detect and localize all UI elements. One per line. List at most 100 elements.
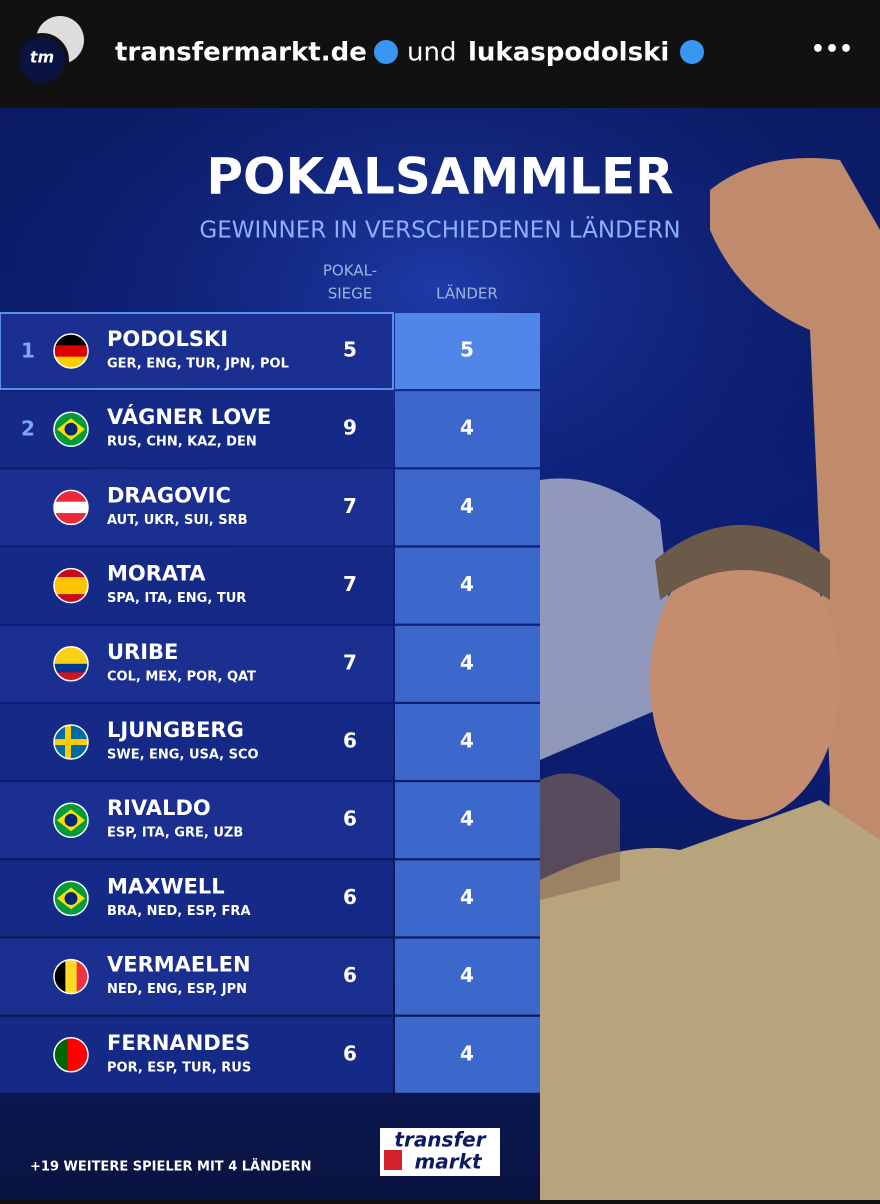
player-leagues: AUT, UKR, SUI, SRB (107, 513, 248, 528)
rank: 2 (21, 417, 35, 441)
player-leagues: BRA, NED, ESP, FRA (107, 904, 251, 919)
countries-cell (395, 782, 540, 859)
countries-count: 4 (460, 650, 474, 674)
avatar[interactable] (15, 33, 69, 87)
countries-count: 4 (460, 1041, 474, 1065)
rank: 1 (21, 339, 35, 363)
flag-globe (64, 813, 78, 827)
flag-stripe (54, 1037, 69, 1072)
player-leagues: GER, ENG, TUR, JPN, POL (107, 357, 289, 372)
cups-count: 7 (343, 650, 357, 674)
countries-cell (395, 704, 540, 780)
top-bar (0, 0, 880, 108)
player-name: VÁGNER LOVE (107, 404, 271, 429)
footer-note: +19 WEITERE SPIELER MIT 4 LÄNDERN (30, 1159, 312, 1175)
cups-count: 6 (343, 1041, 357, 1065)
flag-stripe (67, 1037, 88, 1072)
column-header: SIEGE (328, 285, 373, 303)
cups-count: 6 (343, 807, 357, 831)
flag (54, 646, 88, 681)
account-name[interactable]: transfermarkt.de (115, 38, 367, 68)
countries-count: 4 (460, 572, 474, 596)
countries-cell (395, 313, 540, 389)
countries-cell (395, 860, 540, 937)
verified-badge (374, 40, 398, 64)
flag-ring (53, 567, 89, 604)
trophy (540, 478, 680, 760)
flag-stripe (54, 594, 88, 603)
flag-stripe (65, 959, 78, 994)
cups-count: 6 (343, 963, 357, 987)
player-leagues: SWE, ENG, USA, SCO (107, 748, 259, 763)
flag-ring (53, 958, 89, 995)
flag-ring (53, 802, 89, 838)
flag-cross (65, 725, 71, 759)
verified-badge (680, 40, 704, 64)
flag-stripe (54, 672, 88, 681)
countries-count: 4 (460, 729, 474, 753)
flag (54, 803, 88, 838)
player-name: RIVALDO (107, 796, 211, 820)
countries-count: 4 (460, 963, 474, 987)
flag-stripe (54, 501, 88, 515)
countries-cell (395, 547, 540, 624)
logo-mark (384, 1150, 402, 1170)
shirt (540, 800, 880, 1200)
table: 1 PODOLSKI GER, ENG, TUR, JPN, POL 5 5 2 VÁGNE… (0, 312, 540, 1093)
cups-count: 7 (343, 494, 357, 518)
flag-ring (53, 724, 89, 760)
flag-stripe (54, 345, 88, 358)
player-leagues: SPA, ITA, ENG, TUR (107, 591, 246, 606)
subtitle: GEWINNER IN VERSCHIEDENEN LÄNDERN (199, 216, 680, 244)
flag-stripe (76, 959, 88, 994)
flag-ring (53, 1037, 89, 1073)
countries-count: 4 (460, 885, 474, 909)
flag-stripe (54, 568, 88, 579)
flag-globe (64, 422, 78, 436)
flag (54, 412, 88, 447)
flag-ring (53, 333, 89, 369)
flag (54, 1037, 88, 1072)
hair (655, 525, 830, 600)
teammate (540, 773, 620, 900)
flag-stripe (54, 513, 88, 525)
logo-text: markt (414, 1150, 483, 1174)
flag-ring (53, 880, 89, 917)
flag-ring (53, 489, 89, 526)
countries-count: 5 (460, 338, 474, 362)
player-name: PODOLSKI (107, 327, 228, 351)
flag-stripe (54, 577, 88, 596)
countries-count: 4 (460, 494, 474, 518)
player-name: LJUNGBERG (107, 718, 244, 742)
player-name: DRAGOVIC (107, 483, 231, 507)
player-name: MORATA (107, 562, 206, 586)
player-leagues: ESP, ITA, GRE, UZB (107, 826, 243, 841)
flag (54, 568, 88, 603)
connector: und (407, 38, 456, 68)
cups-count: 7 (343, 572, 357, 596)
flag-stripe (54, 356, 88, 368)
player-name: FERNANDES (107, 1031, 250, 1055)
flag (54, 725, 88, 759)
head (650, 540, 840, 820)
cups-count: 6 (343, 885, 357, 909)
countries-count: 4 (460, 807, 474, 831)
logo-text: transfer (394, 1128, 486, 1152)
flag-stripe (54, 646, 88, 665)
player-name: URIBE (107, 640, 178, 664)
cups-count: 9 (343, 416, 357, 440)
account-name[interactable]: lukaspodolski (468, 38, 669, 68)
menu-button[interactable]: ••• (811, 37, 853, 62)
flag-ring (53, 646, 89, 682)
player-leagues: NED, ENG, ESP, JPN (107, 982, 247, 997)
flag-stripe (54, 663, 88, 674)
flag-globe (64, 891, 78, 905)
title: POKALSAMMLER (206, 148, 673, 206)
countries-cell (395, 469, 540, 546)
player-leagues: RUS, CHN, KAZ, DEN (107, 435, 257, 450)
player-name: MAXWELL (107, 874, 225, 898)
player-photo (540, 158, 880, 1200)
countries-cell (395, 391, 540, 468)
